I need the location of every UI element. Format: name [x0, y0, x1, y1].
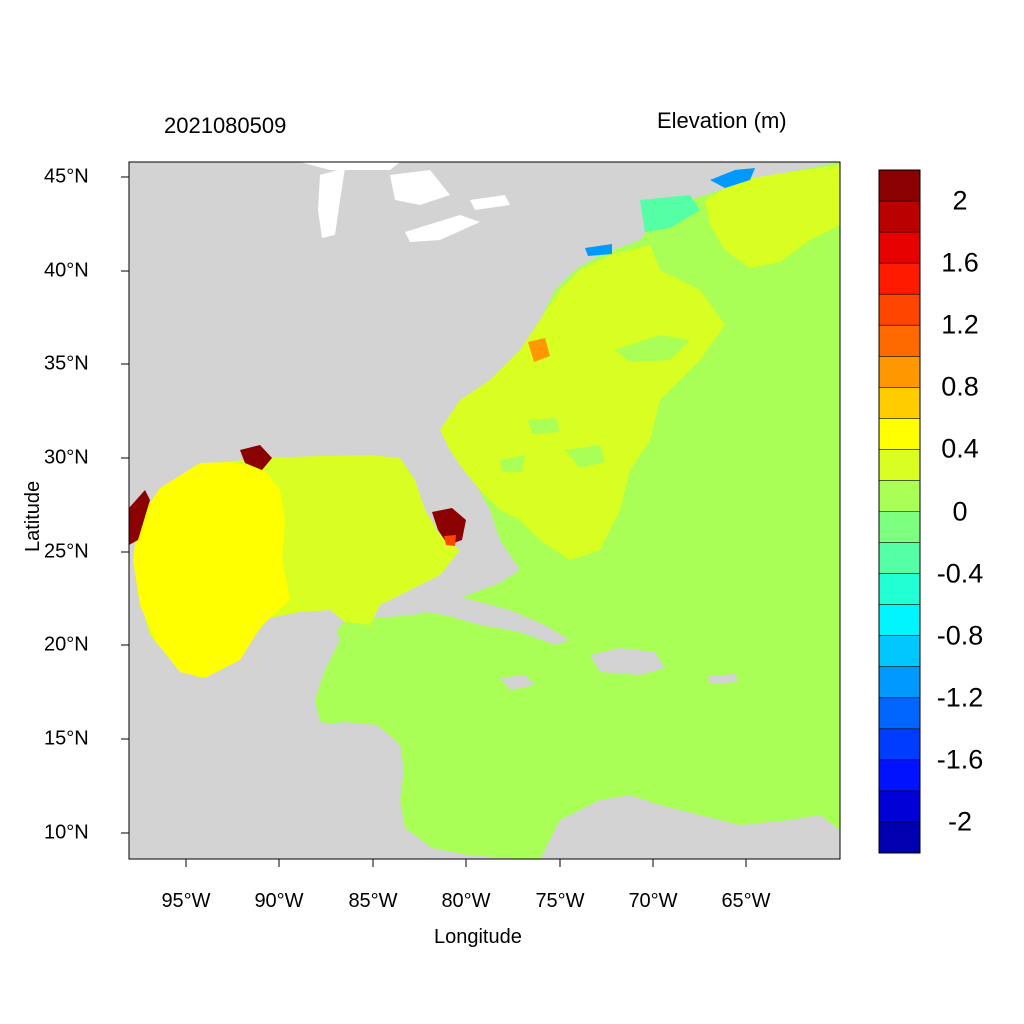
y-tick-label: 10°N [44, 821, 89, 844]
surge-florida [432, 508, 466, 545]
x-tick-label: 75°W [535, 890, 585, 912]
land-jamaica [500, 675, 535, 690]
surge-florida-edge [444, 535, 456, 546]
ocean-patch [615, 335, 690, 362]
y-tick-label: 15°N [44, 727, 89, 750]
map-area [129, 162, 840, 859]
ocean-patch [500, 455, 525, 472]
colorbar-tick-label: 0 [952, 496, 968, 526]
colorbar-swatch [879, 170, 920, 202]
y-tick-label: 30°N [44, 446, 89, 469]
colorbar-swatch [879, 635, 920, 668]
colorbar-tick-label: 0.8 [941, 371, 979, 402]
colorbar-tick-label: 0.4 [941, 433, 979, 464]
lake-michigan [318, 168, 345, 238]
land-hispaniola [590, 648, 665, 675]
colorbar-tick-label: -0.4 [936, 558, 984, 589]
x-axis-ticks [185, 859, 747, 867]
negative-longisland [585, 244, 612, 256]
map-timestamp: 2021080509 [164, 113, 287, 138]
colorbar-swatch [879, 728, 920, 761]
colorbar-swatch [879, 232, 920, 264]
colorbar-swatch [879, 821, 920, 854]
colorbar-swatch [879, 542, 920, 574]
colorbar-tick-label: 1.6 [941, 247, 979, 278]
colorbar-swatch [879, 263, 920, 295]
plot-frame [128, 161, 841, 860]
lake-ontario [470, 195, 510, 210]
y-tick-label: 35°N [44, 352, 89, 375]
colorbar-tick-label: -0.8 [936, 620, 984, 651]
lake-huron [390, 170, 450, 205]
colorbar-swatch [879, 666, 920, 699]
lake-superior [300, 162, 400, 170]
y-tick-label: 20°N [44, 633, 89, 656]
lake-erie [405, 215, 480, 242]
ocean-patch [565, 445, 605, 468]
land-cuba [385, 590, 570, 645]
colorbar-frame [878, 169, 921, 854]
y-tick-label: 45°N [44, 165, 89, 188]
colorbar-swatch [879, 759, 920, 792]
x-tick-label: 80°W [441, 890, 491, 912]
colorbar-swatch [879, 325, 920, 357]
colorbar-swatch [879, 697, 920, 730]
negative-gulf-of-maine [640, 195, 700, 232]
colorbar-tick-label: -1.2 [936, 682, 984, 713]
colorbar-tick-label: 2 [952, 185, 968, 216]
negative-nova-scotia [710, 168, 755, 188]
colorbar-swatch [879, 418, 920, 450]
colorbar-swatch [879, 356, 920, 388]
x-axis-label: Longitude [434, 926, 522, 948]
surge-louisiana [240, 445, 272, 470]
colorbar-tick-label: -2 [947, 806, 972, 837]
colorbar-swatch [879, 480, 920, 512]
colorbar-swatch [879, 573, 920, 606]
y-tick-label: 25°N [44, 540, 89, 563]
x-tick-label: 70°W [628, 890, 678, 912]
colorbar-swatch [879, 294, 920, 326]
colorbar-swatch [879, 604, 920, 637]
land-south-america [540, 795, 840, 859]
colorbar-swatch [879, 387, 920, 419]
ocean-atlantic-shelf [440, 245, 725, 560]
colorbar-tick-label: -1.6 [936, 744, 984, 775]
y-tick-label: 40°N [44, 259, 89, 282]
ocean-gulf-of-maine [705, 165, 840, 268]
y-axis-ticks [121, 176, 129, 834]
land-puerto-rico [708, 674, 738, 684]
y-axis-label: Latitude [22, 480, 44, 552]
colorbar [878, 169, 921, 854]
surge-carolina [528, 338, 550, 362]
ocean-western-gulf [133, 462, 290, 678]
colorbar-swatch [879, 201, 920, 233]
colorbar-swatch [879, 511, 920, 543]
land-central-america [129, 615, 520, 859]
x-tick-label: 90°W [254, 890, 304, 912]
map-variable-title: Elevation (m) [657, 108, 787, 133]
colorbar-swatch [879, 790, 920, 823]
x-tick-label: 95°W [161, 890, 211, 912]
x-tick-label: 85°W [348, 890, 398, 912]
colorbar-tick-label: 1.2 [941, 309, 979, 340]
surge-texas [129, 490, 150, 545]
x-tick-label: 65°W [721, 890, 771, 912]
colorbar-swatch [879, 449, 920, 481]
ocean-patch [528, 418, 560, 434]
